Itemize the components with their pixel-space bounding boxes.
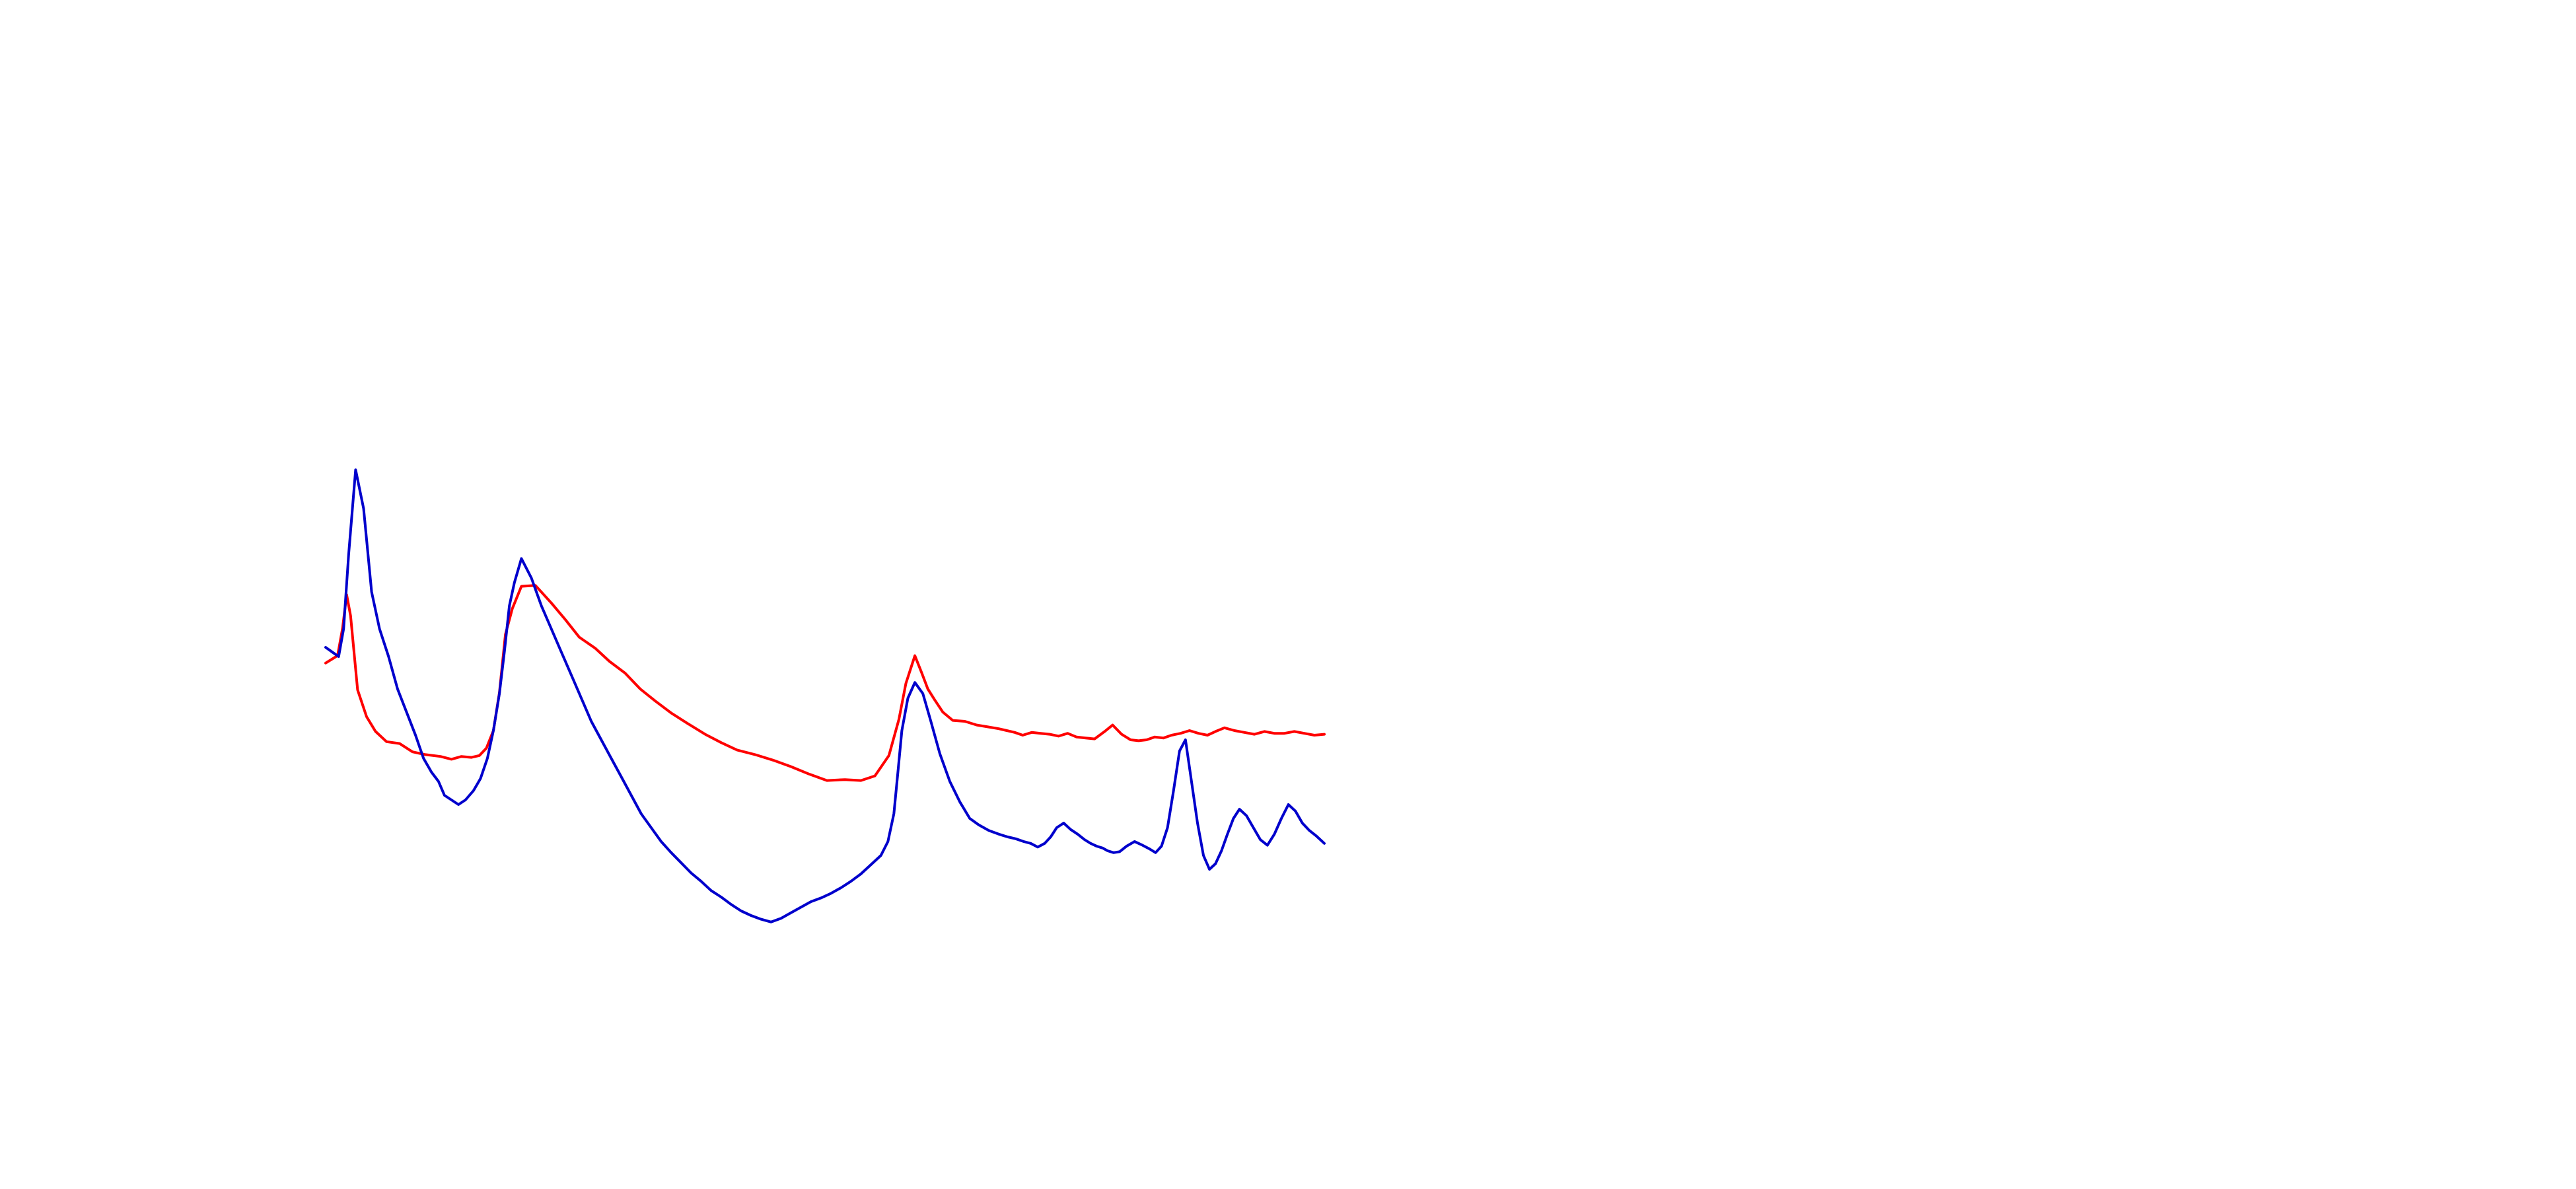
series-layer: [324, 468, 1326, 923]
series-line-1: [324, 584, 1326, 782]
series-line-2: [324, 468, 1326, 923]
